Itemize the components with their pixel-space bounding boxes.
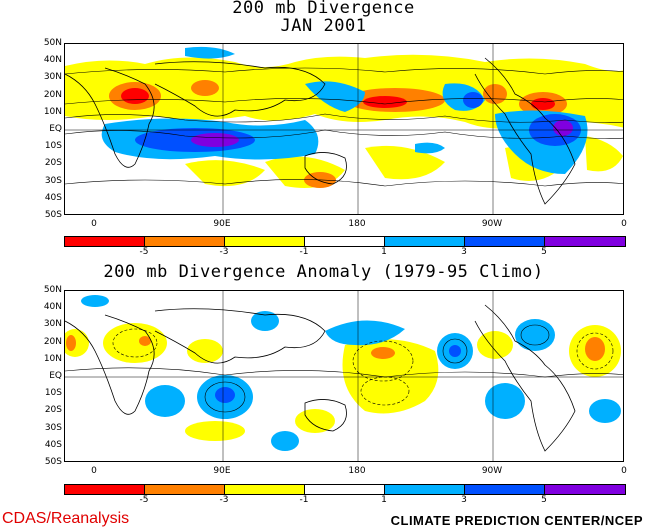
colorbar-tick-label: 5	[541, 247, 547, 257]
latitude-label: 30N	[43, 319, 62, 330]
latitude-label: EQ	[49, 124, 62, 134]
colorbar-segment	[305, 237, 385, 246]
colorbar-tick-label: -1	[299, 247, 309, 257]
latitude-label: 50N	[43, 38, 62, 48]
colorbar-segment	[225, 485, 305, 494]
contour-lines	[65, 67, 623, 187]
continent-outlines-bottom	[65, 304, 576, 452]
top-map-date: JAN 2001	[280, 16, 367, 36]
data-source-label: CDAS/Reanalysis	[2, 510, 130, 527]
continent-outlines	[65, 57, 576, 205]
grid-lines	[65, 44, 623, 214]
latitude-label: 50S	[44, 210, 62, 220]
latitude-label: 50N	[43, 285, 62, 295]
colorbar-segment	[465, 237, 545, 246]
longitude-label: 0	[621, 219, 627, 229]
colorbar-segment	[225, 237, 305, 246]
longitude-label: 180	[348, 466, 366, 476]
top-colorbar	[64, 236, 626, 247]
colorbar-segment	[145, 237, 225, 246]
latitude-label: 30S	[44, 175, 62, 186]
top-map-title: 200 mb Divergence	[232, 0, 415, 18]
longitude-label: 90W	[481, 466, 503, 476]
colorbar-segment	[385, 485, 465, 494]
latitude-label: 30N	[43, 72, 62, 83]
colorbar-tick-label: -5	[139, 495, 149, 505]
colorbar-segment	[385, 237, 465, 246]
latitude-label: 30S	[44, 422, 62, 433]
colorbar-tick-label: -1	[299, 495, 309, 505]
longitude-label: 90E	[213, 466, 231, 476]
anomaly-orange	[66, 335, 605, 361]
latitude-label: 50S	[44, 457, 62, 467]
colorbar-tick-label: 1	[381, 495, 387, 505]
latitude-label: 10S	[44, 388, 62, 399]
colorbar-segment	[145, 485, 225, 494]
latitude-label: 20S	[44, 158, 62, 169]
bottom-map-title: 200 mb Divergence Anomaly (1979-95 Climo…	[103, 262, 544, 282]
longitude-label: 0	[91, 219, 97, 229]
latitude-label: 40S	[44, 439, 62, 450]
latitude-label: 10S	[44, 141, 62, 152]
longitude-label: 180	[348, 219, 366, 229]
colorbar-tick-label: 1	[381, 247, 387, 257]
latitude-label: 20N	[43, 89, 62, 100]
latitude-label: 20N	[43, 336, 62, 347]
longitude-label: 90W	[481, 219, 503, 229]
grid-lines-bottom	[65, 291, 623, 461]
colorbar-tick-label: 5	[541, 495, 547, 505]
latitude-label: EQ	[49, 371, 62, 381]
longitude-label: 0	[621, 466, 627, 476]
convergence-purple	[191, 120, 573, 147]
latitude-label: 10N	[43, 353, 62, 364]
colorbar-tick-label: 3	[461, 495, 467, 505]
colorbar-segment	[545, 237, 625, 246]
bottom-colorbar	[64, 484, 626, 495]
colorbar-tick-label: -5	[139, 247, 149, 257]
anomaly-contours	[65, 324, 623, 413]
colorbar-tick-label: -3	[219, 247, 229, 257]
latitude-label: 40S	[44, 192, 62, 203]
latitude-label: 20S	[44, 405, 62, 416]
colorbar-tick-label: -3	[219, 495, 229, 505]
colorbar-tick-label: 3	[461, 247, 467, 257]
top-divergence-map	[64, 43, 624, 215]
colorbar-segment	[65, 237, 145, 246]
latitude-label: 40N	[43, 302, 62, 313]
colorbar-segment	[305, 485, 385, 494]
latitude-label: 10N	[43, 106, 62, 117]
anomaly-blue	[215, 345, 461, 403]
longitude-label: 90E	[213, 219, 231, 229]
colorbar-segment	[545, 485, 625, 494]
colorbar-segment	[65, 485, 145, 494]
latitude-label: 40N	[43, 55, 62, 66]
colorbar-segment	[465, 485, 545, 494]
producer-label: CLIMATE PREDICTION CENTER/NCEP	[390, 513, 643, 528]
longitude-label: 0	[91, 466, 97, 476]
bottom-anomaly-map	[64, 290, 624, 462]
